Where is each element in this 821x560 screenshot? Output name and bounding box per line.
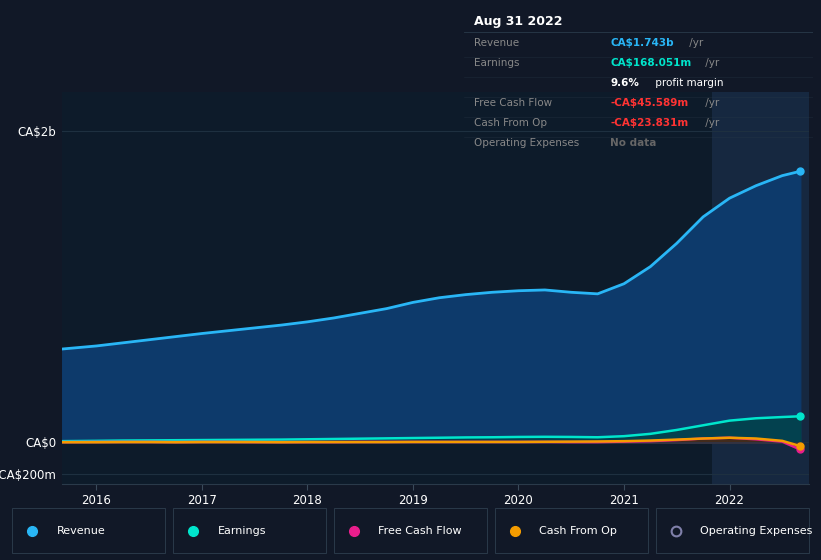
Text: Earnings: Earnings (218, 526, 266, 535)
Point (794, 412, 807, 421)
Text: Cash From Op: Cash From Op (475, 118, 548, 128)
Text: Cash From Op: Cash From Op (539, 526, 617, 535)
Point (794, 167, 807, 176)
Bar (712, 92, 809, 484)
Text: Revenue: Revenue (57, 526, 105, 535)
Bar (173, 508, 326, 553)
Text: Free Cash Flow: Free Cash Flow (378, 526, 462, 535)
Bar (12, 508, 165, 553)
Bar (495, 508, 648, 553)
Text: No data: No data (610, 138, 657, 148)
Point (794, 445, 807, 454)
Text: 9.6%: 9.6% (610, 78, 640, 88)
Text: /yr: /yr (702, 118, 719, 128)
Text: /yr: /yr (702, 58, 719, 68)
Text: CA$1.743b: CA$1.743b (610, 38, 674, 48)
Text: CA$168.051m: CA$168.051m (610, 58, 691, 68)
Text: Operating Expenses: Operating Expenses (700, 526, 813, 535)
Text: -CA$23.831m: -CA$23.831m (610, 118, 689, 128)
Text: Revenue: Revenue (475, 38, 520, 48)
Text: Earnings: Earnings (475, 58, 520, 68)
Text: Free Cash Flow: Free Cash Flow (475, 98, 553, 108)
Text: profit margin: profit margin (653, 78, 724, 88)
Bar (656, 508, 809, 553)
Text: Operating Expenses: Operating Expenses (475, 138, 580, 148)
Text: Aug 31 2022: Aug 31 2022 (475, 15, 563, 29)
Text: /yr: /yr (702, 98, 719, 108)
Text: /yr: /yr (686, 38, 704, 48)
Point (794, 442, 807, 451)
Text: -CA$45.589m: -CA$45.589m (610, 98, 689, 108)
Bar (334, 508, 487, 553)
